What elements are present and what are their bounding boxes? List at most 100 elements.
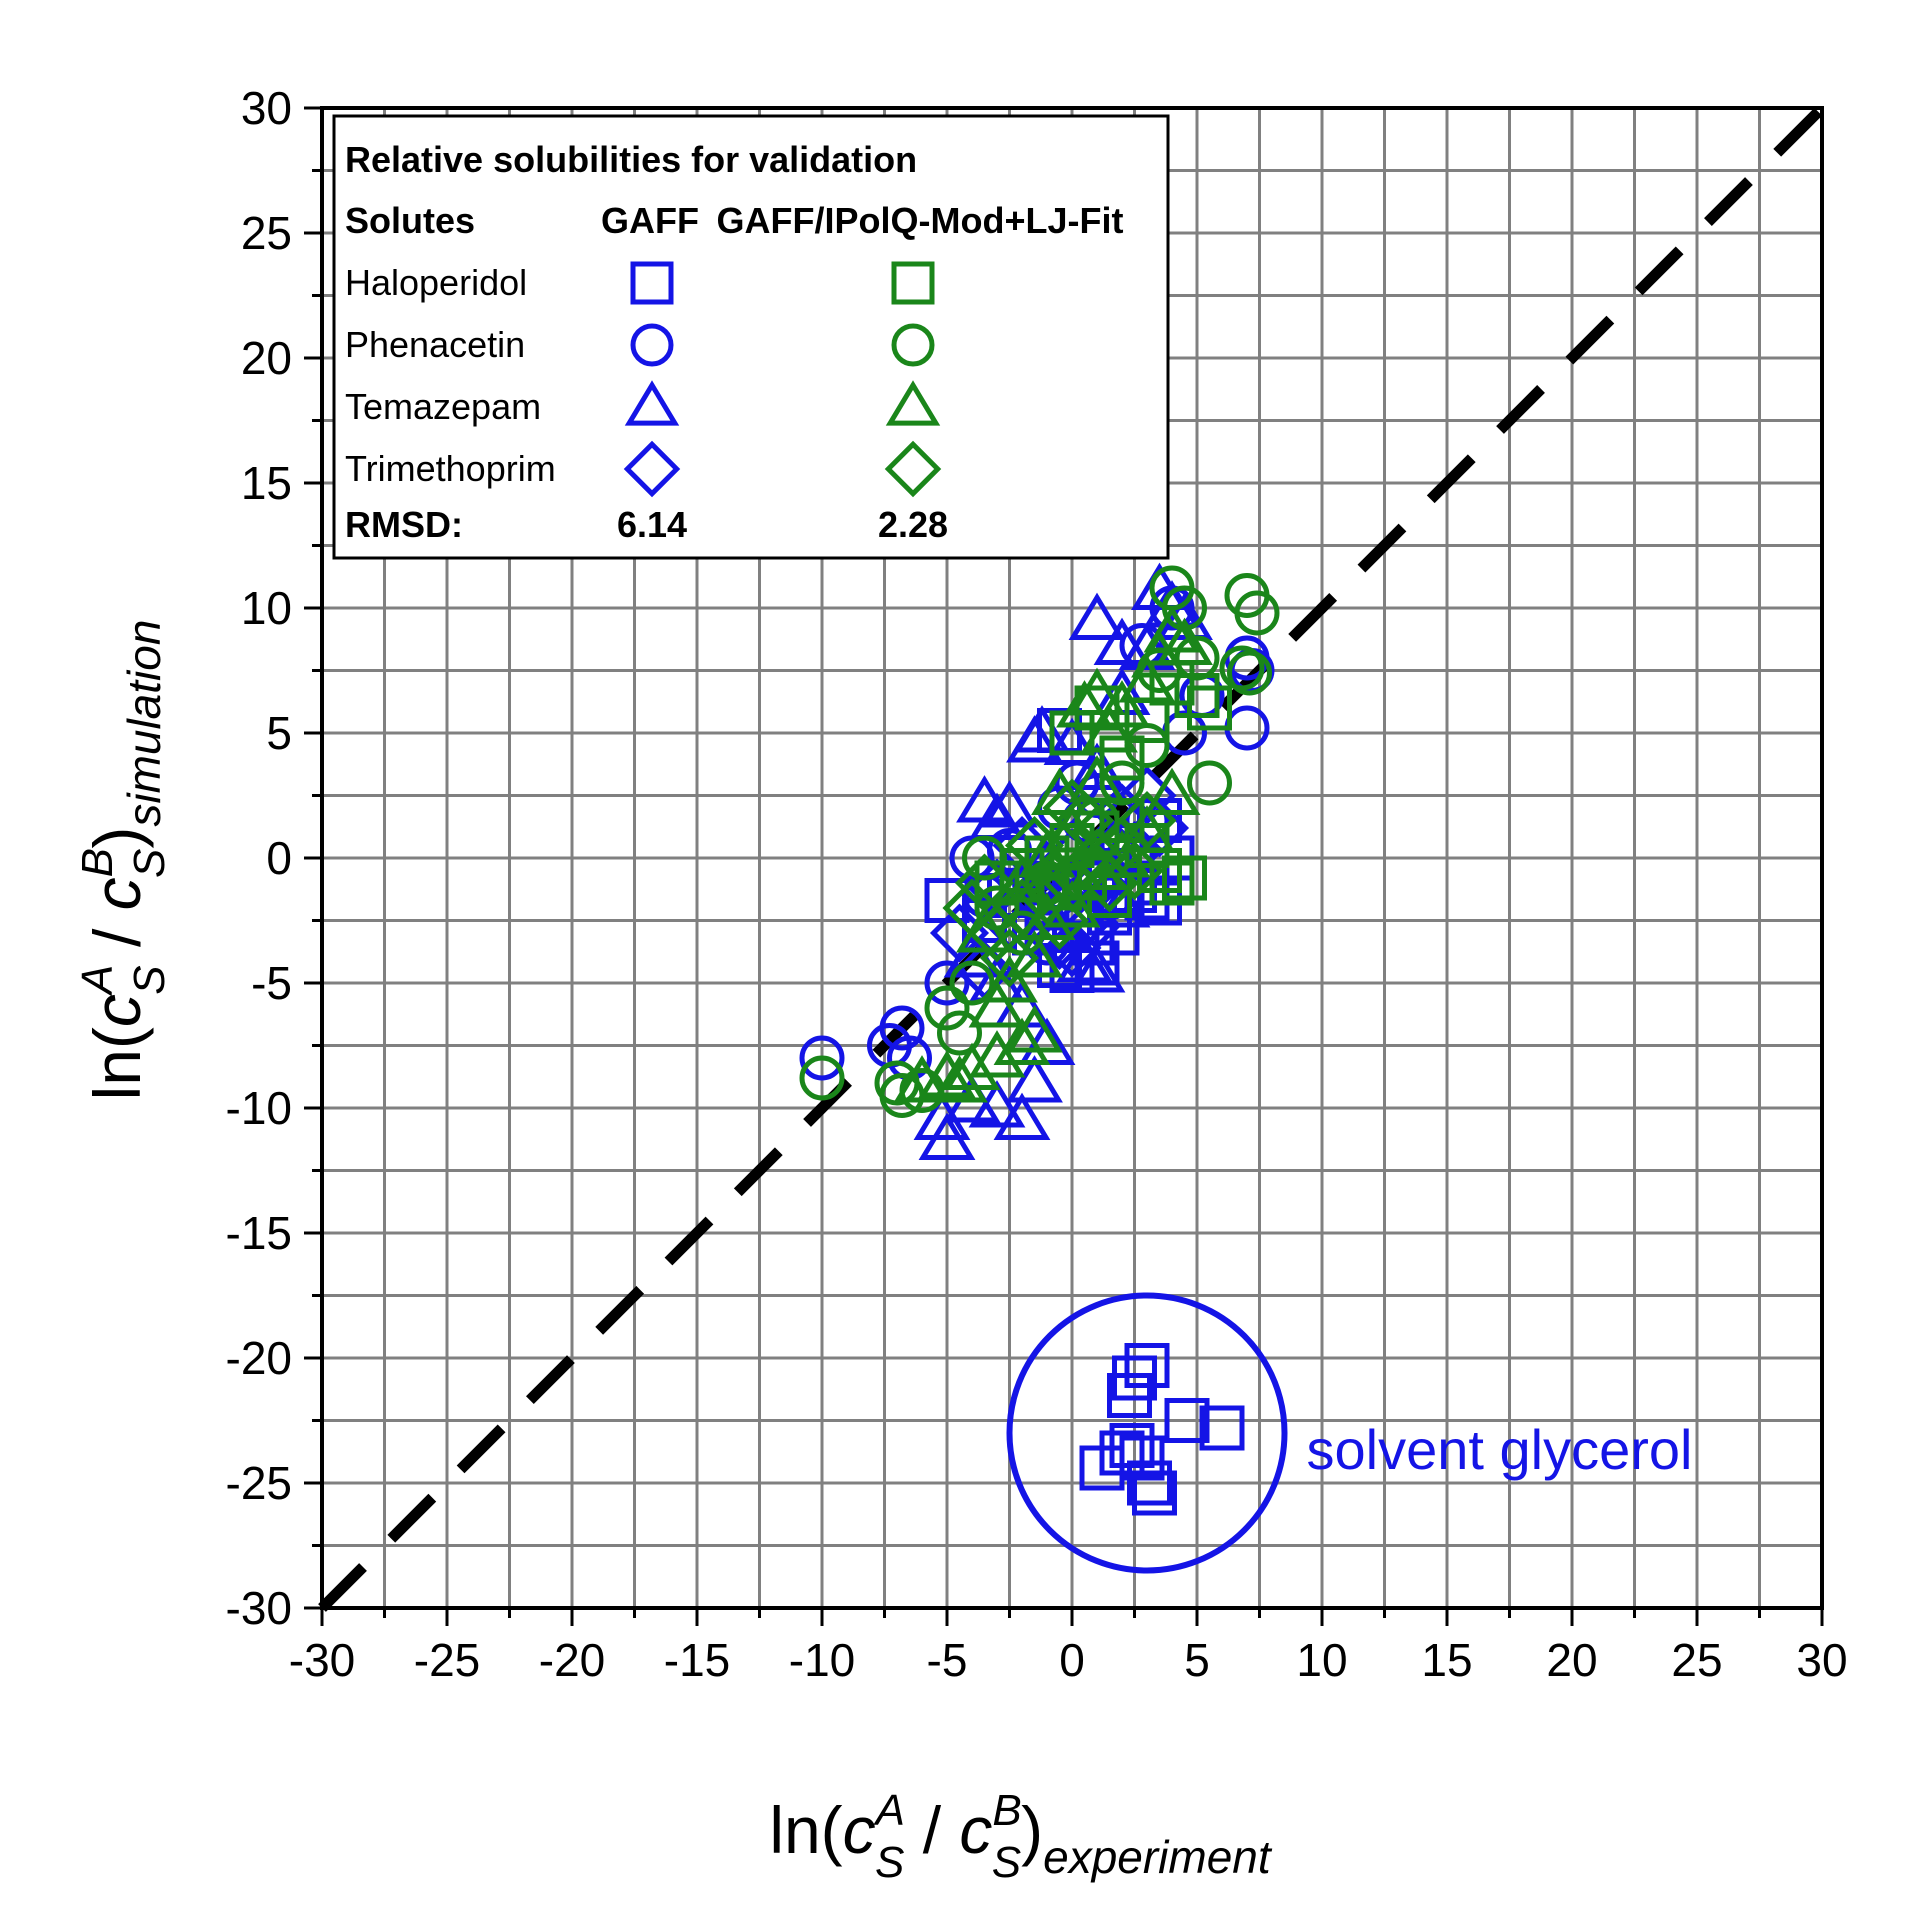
x-tick-label: -10: [789, 1634, 855, 1686]
data-point-circle: [924, 985, 970, 1031]
data-point-triangle: [1006, 930, 1063, 978]
data-point-square: [1127, 1460, 1172, 1506]
legend-marker-gaff-diamond: [623, 440, 681, 498]
legend-marker-fit-triangle: [885, 380, 941, 426]
data-point-triangle: [943, 1042, 1001, 1090]
y-tick-label: -25: [226, 1457, 292, 1509]
data-point-triangle: [1018, 830, 1076, 878]
data-point-triangle: [1056, 935, 1113, 983]
data-point-circle: [1187, 760, 1232, 806]
data-point-triangle: [1043, 805, 1101, 853]
legend: Relative solubilities for validation Sol…: [332, 114, 1170, 560]
x-axis-title-sub-s: S: [875, 1838, 904, 1887]
data-point-triangle: [968, 980, 1026, 1028]
data-point-diamond: [1029, 890, 1090, 951]
data-point-triangle: [893, 1055, 951, 1103]
x-tick-label: -20: [539, 1634, 605, 1686]
legend-box: [332, 114, 1170, 560]
data-point-triangle: [1056, 680, 1113, 728]
data-point-circle: [937, 1010, 982, 1056]
y-axis-title-close: ): [80, 827, 154, 849]
x-axis-title-c: c: [843, 1793, 876, 1867]
legend-header-solutes: Solutes: [345, 200, 475, 241]
x-axis-title-c2: c: [959, 1793, 992, 1867]
data-point-square: [1162, 855, 1207, 901]
data-point-triangle: [968, 1080, 1026, 1128]
data-point-square: [1187, 685, 1232, 731]
data-point-circle: [799, 1035, 845, 1081]
x-tick-label: 10: [1296, 1634, 1347, 1686]
y-axis-title-sup-b: B: [73, 848, 122, 877]
data-point-circle: [949, 960, 995, 1006]
x-tick-labels: -30 -25 -20 -15 -10 -5 0 5 10 15 20 25 30: [289, 1634, 1848, 1686]
data-point-triangle: [968, 1030, 1026, 1078]
data-point-triangle: [981, 955, 1038, 1003]
y-axis-title-sup-a: A: [73, 965, 122, 997]
data-point-square: [1132, 1470, 1177, 1516]
y-axis-title-subscript: simulation: [118, 620, 170, 827]
x-tick-label: -30: [289, 1634, 355, 1686]
data-point-circle: [1227, 650, 1272, 696]
data-point-triangle: [1131, 630, 1188, 678]
legend-row-label: Temazepam: [345, 386, 541, 427]
data-point-triangle: [1068, 945, 1126, 993]
axis-ticks: [304, 106, 1824, 1626]
y-tick-label: 15: [241, 457, 292, 509]
data-point-triangle: [1006, 1055, 1063, 1103]
data-point-triangle: [1143, 767, 1201, 815]
data-point-square: [1199, 1405, 1245, 1451]
data-point-diamond: [1117, 790, 1177, 851]
reference-line-y-equals-x: [318, 104, 1826, 1612]
y-tick-label: -20: [226, 1332, 292, 1384]
data-point-triangle: [1068, 755, 1126, 803]
series-phenacetin-fit: [799, 565, 1280, 1118]
data-point-diamond: [1004, 815, 1065, 876]
x-tick-label: -25: [414, 1634, 480, 1686]
x-axis-title-sup-b: B: [992, 1786, 1021, 1835]
data-point-circle: [962, 835, 1007, 881]
legend-row-label: Phenacetin: [345, 324, 525, 365]
y-tick-label: 5: [266, 707, 292, 759]
legend-rmsd-label: RMSD:: [345, 504, 463, 545]
x-tick-label: 5: [1184, 1634, 1210, 1686]
y-axis-title-c: c: [80, 994, 154, 1027]
data-point-square: [1149, 860, 1195, 906]
legend-rmsd-gaff: 6.14: [617, 504, 687, 545]
y-tick-label: 10: [241, 582, 292, 634]
legend-marker-fit-square: [891, 261, 935, 305]
data-point-diamond: [992, 878, 1052, 938]
x-tick-label: -15: [664, 1634, 730, 1686]
legend-rows: Haloperidol Phenacetin Temazepam Trimethopr…: [345, 261, 942, 498]
y-tick-label: 0: [266, 832, 292, 884]
y-axis-title-slash: /: [80, 910, 154, 965]
x-axis-title-prefix: ln(: [769, 1793, 842, 1867]
y-tick-label: 25: [241, 207, 292, 259]
glycerol-highlight-circle: [1006, 1292, 1288, 1574]
data-point-triangle: [1143, 605, 1201, 653]
data-point-triangle: [993, 1017, 1051, 1065]
data-point-circle: [924, 960, 970, 1006]
data-point-diamond: [954, 853, 1015, 913]
y-tick-labels: 30 25 20 15 10 5 0 -5 -10 -15 -20 -25 -30: [226, 82, 292, 1634]
data-point-circle: [1024, 860, 1070, 906]
data-point-triangle: [1006, 1005, 1063, 1053]
legend-row-label: Trimethoprim: [345, 448, 556, 489]
legend-marker-fit-circle: [891, 323, 935, 367]
data-point-square: [1119, 1435, 1165, 1481]
legend-marker-gaff-square: [630, 261, 674, 305]
data-point-square: [1074, 810, 1120, 856]
x-axis-title-subscript: experiment: [1043, 1831, 1273, 1883]
data-point-diamond: [1054, 790, 1115, 851]
data-point-circle: [799, 1055, 845, 1101]
data-point-triangle: [1156, 592, 1213, 640]
legend-marker-gaff-circle: [630, 323, 674, 367]
data-point-triangle: [1081, 705, 1138, 753]
data-point-diamond: [1104, 840, 1165, 901]
y-axis-title-sub-s2: S: [125, 849, 174, 878]
y-tick-label: -30: [226, 1582, 292, 1634]
data-point-triangle: [981, 780, 1038, 828]
y-tick-label: -10: [226, 1082, 292, 1134]
x-axis-title-sub-s2: S: [992, 1838, 1021, 1887]
legend-rmsd-fit: 2.28: [878, 504, 948, 545]
legend-marker-fit-diamond: [884, 440, 942, 498]
